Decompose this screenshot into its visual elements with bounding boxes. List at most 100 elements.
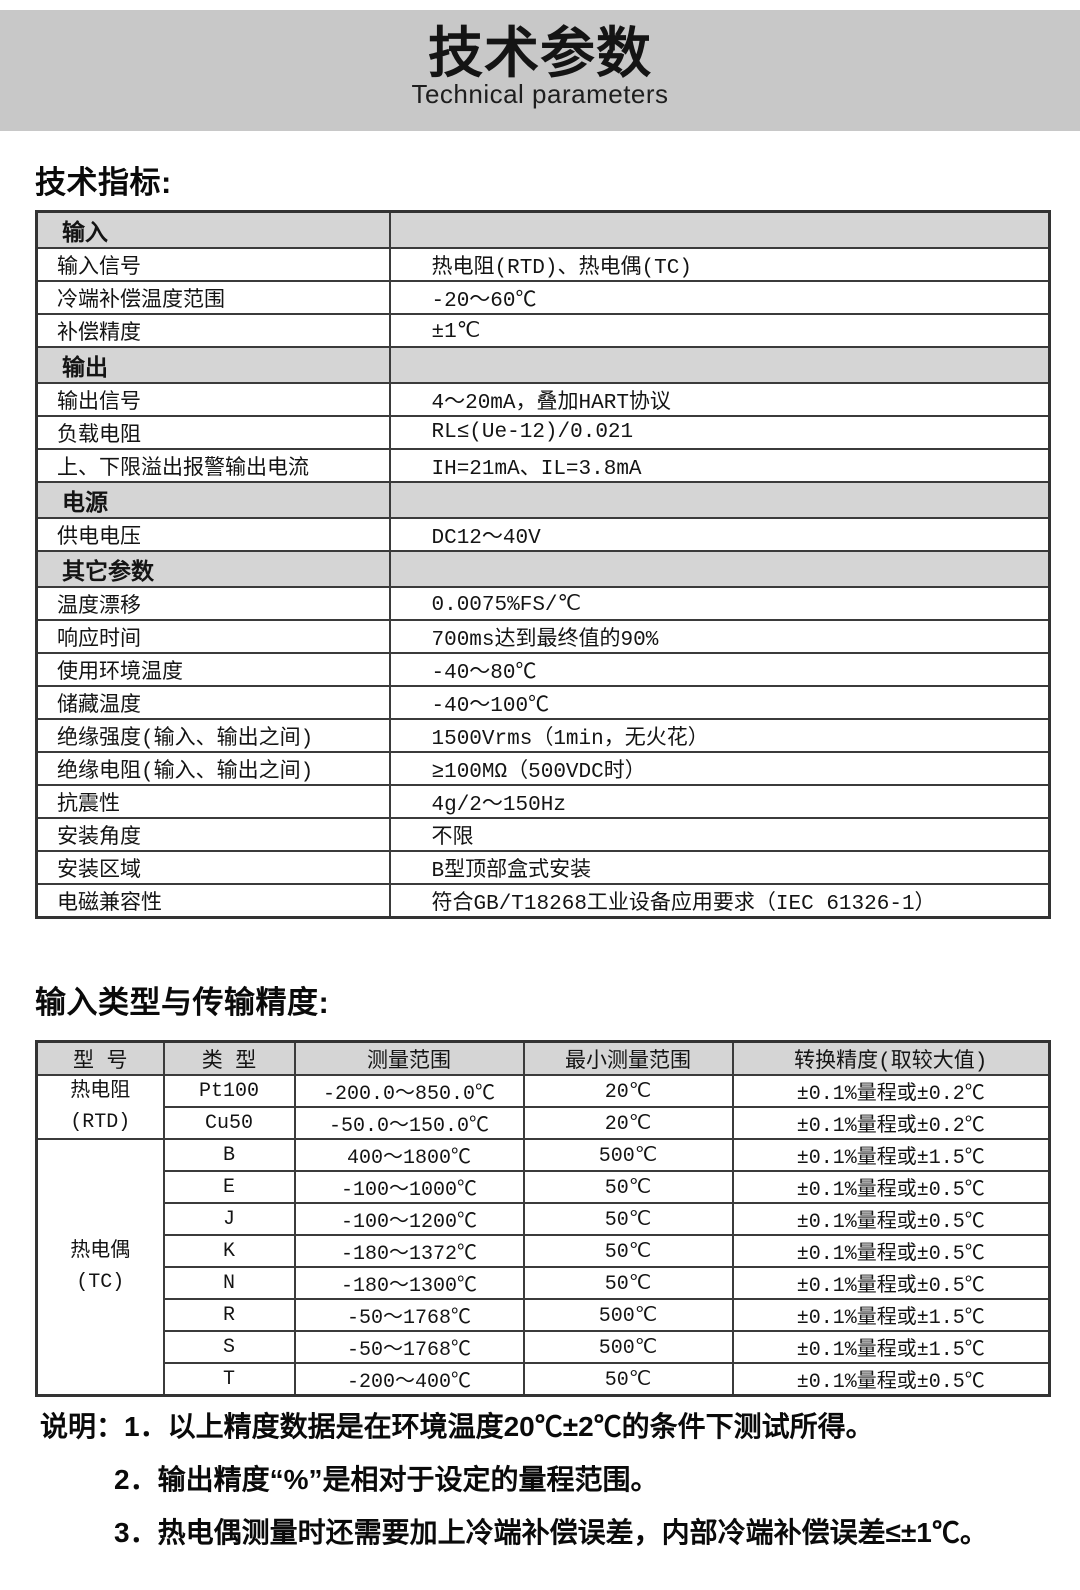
note-item: 1．以上精度数据是在环境温度20℃±2℃的条件下测试所得。 (124, 1411, 874, 1442)
note-line-3: 3．热电偶测量时还需要加上冷端补偿误差，内部冷端补偿误差≤±1℃。 (40, 1518, 1050, 1548)
spec-row: 使用环境温度 -40～80℃ (35, 652, 1051, 687)
spec-value: 符合GB/T18268工业设备应用要求（IEC 61326-1） (388, 883, 1051, 919)
spec-row: 补偿精度 ±1℃ (35, 313, 1051, 348)
spec-section-title: 输出 (35, 346, 391, 384)
accuracy-row: N -180～1300℃ 50℃ ±0.1%量程或±0.5℃ (37, 1266, 1051, 1300)
spec-row: 储藏温度 -40～100℃ (35, 685, 1051, 720)
accuracy-value: ±0.1%量程或±0.2℃ (731, 1074, 1051, 1108)
spec-label: 电磁兼容性 (35, 883, 391, 919)
spec-row: 负载电阻 RL≤(Ue-12)/0.021 (35, 415, 1051, 450)
spec-row: 输入信号 热电阻(RTD)、热电偶(TC) (35, 247, 1051, 282)
accuracy-row: J -100～1200℃ 50℃ ±0.1%量程或±0.5℃ (37, 1202, 1051, 1236)
accuracy-value: ±0.1%量程或±0.2℃ (731, 1106, 1051, 1140)
accuracy-row: Cu50 -50.0～150.0℃ 20℃ ±0.1%量程或±0.2℃ (37, 1106, 1051, 1140)
accuracy-range: -180～1372℃ (293, 1234, 525, 1268)
accuracy-min-range: 20℃ (522, 1074, 734, 1108)
spec-label: 绝缘强度(输入、输出之间) (35, 718, 391, 753)
spec-label: 温度漂移 (35, 586, 391, 621)
accuracy-value: ±0.1%量程或±0.5℃ (731, 1234, 1051, 1268)
accuracy-range: -200～400℃ (293, 1362, 525, 1397)
spec-label: 输出信号 (35, 382, 391, 417)
spec-section-spacer (388, 346, 1051, 384)
spec-label: 输入信号 (35, 247, 391, 282)
accuracy-column-header: 类 型 (162, 1040, 296, 1076)
spec-label: 使用环境温度 (35, 652, 391, 687)
accuracy-row: E -100～1000℃ 50℃ ±0.1%量程或±0.5℃ (37, 1170, 1051, 1204)
spec-label: 冷端补偿温度范围 (35, 280, 391, 315)
note-item: 2．输出精度“%”是相对于设定的量程范围。 (114, 1464, 659, 1495)
spec-section-header-row: 输入 (35, 210, 1051, 249)
accuracy-min-range: 500℃ (522, 1298, 734, 1332)
spec-label: 供电电压 (35, 517, 391, 552)
accuracy-type: E (162, 1170, 296, 1204)
spec-value: 热电阻(RTD)、热电偶(TC) (388, 247, 1051, 282)
spec-label: 绝缘电阻(输入、输出之间) (35, 751, 391, 786)
accuracy-model-line: (TC) (76, 1271, 125, 1294)
spec-value: 700ms达到最终值的90% (388, 619, 1051, 654)
note-line-1: 说明：1．以上精度数据是在环境温度20℃±2℃的条件下测试所得。 (40, 1412, 1050, 1442)
accuracy-row: 热电偶 (TC) B 400～1800℃ 500℃ ±0.1%量程或±1.5℃ (35, 1138, 1051, 1397)
accuracy-type: B (162, 1138, 296, 1172)
spec-row: 安装区域 B型顶部盒式安装 (35, 850, 1051, 885)
accuracy-row: S -50～1768℃ 500℃ ±0.1%量程或±1.5℃ (37, 1330, 1051, 1364)
spec-value: 4g/2～150Hz (388, 784, 1051, 819)
spec-value: DC12～40V (388, 517, 1051, 552)
spec-section-header-row: 电源 (35, 481, 1051, 519)
spec-section-header-row: 其它参数 (35, 550, 1051, 588)
accuracy-value: ±0.1%量程或±1.5℃ (731, 1330, 1051, 1364)
spec-label: 负载电阻 (35, 415, 391, 450)
spec-row: 温度漂移 0.0075%FS/℃ (35, 586, 1051, 621)
section-heading-accuracy: 输入类型与传输精度: (35, 985, 330, 1020)
accuracy-row: R -50～1768℃ 500℃ ±0.1%量程或±1.5℃ (37, 1298, 1051, 1332)
accuracy-range: -50～1768℃ (293, 1298, 525, 1332)
spec-value: ≥100MΩ（500VDC时） (388, 751, 1051, 786)
spec-value: 1500Vrms（1min，无火花） (388, 718, 1051, 753)
accuracy-model-line: (RTD) (70, 1111, 131, 1134)
spec-label: 抗震性 (35, 784, 391, 819)
accuracy-column-header: 转换精度(取较大值) (731, 1040, 1051, 1076)
spec-table: 输入 输入信号 热电阻(RTD)、热电偶(TC) 冷端补偿温度范围 -20～60℃ 补偿精… (35, 210, 1051, 919)
page-title: 技术参数 (427, 22, 652, 84)
spec-label: 安装区域 (35, 850, 391, 885)
spec-row: 抗震性 4g/2～150Hz (35, 784, 1051, 819)
accuracy-model-line: 热电阻 (70, 1080, 131, 1103)
accuracy-range: -50.0～150.0℃ (293, 1106, 525, 1140)
accuracy-min-range: 50℃ (522, 1202, 734, 1236)
accuracy-value: ±0.1%量程或±0.5℃ (731, 1170, 1051, 1204)
spec-value: -40～80℃ (388, 652, 1051, 687)
spec-section-header-row: 输出 (35, 346, 1051, 384)
spec-value: -40～100℃ (388, 685, 1051, 720)
spec-section-title: 电源 (35, 481, 391, 519)
spec-row: 绝缘强度(输入、输出之间) 1500Vrms（1min，无火花） (35, 718, 1051, 753)
spec-value: 不限 (388, 817, 1051, 852)
accuracy-range: -50～1768℃ (293, 1330, 525, 1364)
accuracy-type: J (162, 1202, 296, 1236)
accuracy-min-range: 500℃ (522, 1138, 734, 1172)
accuracy-range: -100～1000℃ (293, 1170, 525, 1204)
spec-value: B型顶部盒式安装 (388, 850, 1051, 885)
spec-value: -20～60℃ (388, 280, 1051, 315)
accuracy-range: -200.0～850.0℃ (293, 1074, 525, 1108)
accuracy-value: ±0.1%量程或±0.5℃ (731, 1202, 1051, 1236)
spec-row: 冷端补偿温度范围 -20～60℃ (35, 280, 1051, 315)
note-item: 3．热电偶测量时还需要加上冷端补偿误差，内部冷端补偿误差≤±1℃。 (114, 1517, 988, 1548)
spec-section-spacer (388, 481, 1051, 519)
spec-value: IH=21mA、IL=3.8mA (388, 448, 1051, 483)
accuracy-row: T -200～400℃ 50℃ ±0.1%量程或±0.5℃ (37, 1362, 1051, 1397)
notes-label: 说明： (40, 1411, 125, 1442)
spec-section-title: 输入 (35, 210, 391, 249)
accuracy-type: Pt100 (162, 1074, 296, 1108)
accuracy-min-range: 50℃ (522, 1266, 734, 1300)
section-heading-specs: 技术指标: (35, 165, 172, 200)
accuracy-column-header: 测量范围 (293, 1040, 525, 1076)
spec-section-spacer (388, 550, 1051, 588)
accuracy-value: ±0.1%量程或±0.5℃ (731, 1266, 1051, 1300)
accuracy-range: -100～1200℃ (293, 1202, 525, 1236)
accuracy-range: 400～1800℃ (293, 1138, 525, 1172)
spec-row: 供电电压 DC12～40V (35, 517, 1051, 552)
spec-row: 上、下限溢出报警输出电流 IH=21mA、IL=3.8mA (35, 448, 1051, 483)
spec-section-title: 其它参数 (35, 550, 391, 588)
accuracy-min-range: 50℃ (522, 1170, 734, 1204)
spec-value: 4～20mA，叠加HART协议 (388, 382, 1051, 417)
spec-row: 输出信号 4～20mA，叠加HART协议 (35, 382, 1051, 417)
